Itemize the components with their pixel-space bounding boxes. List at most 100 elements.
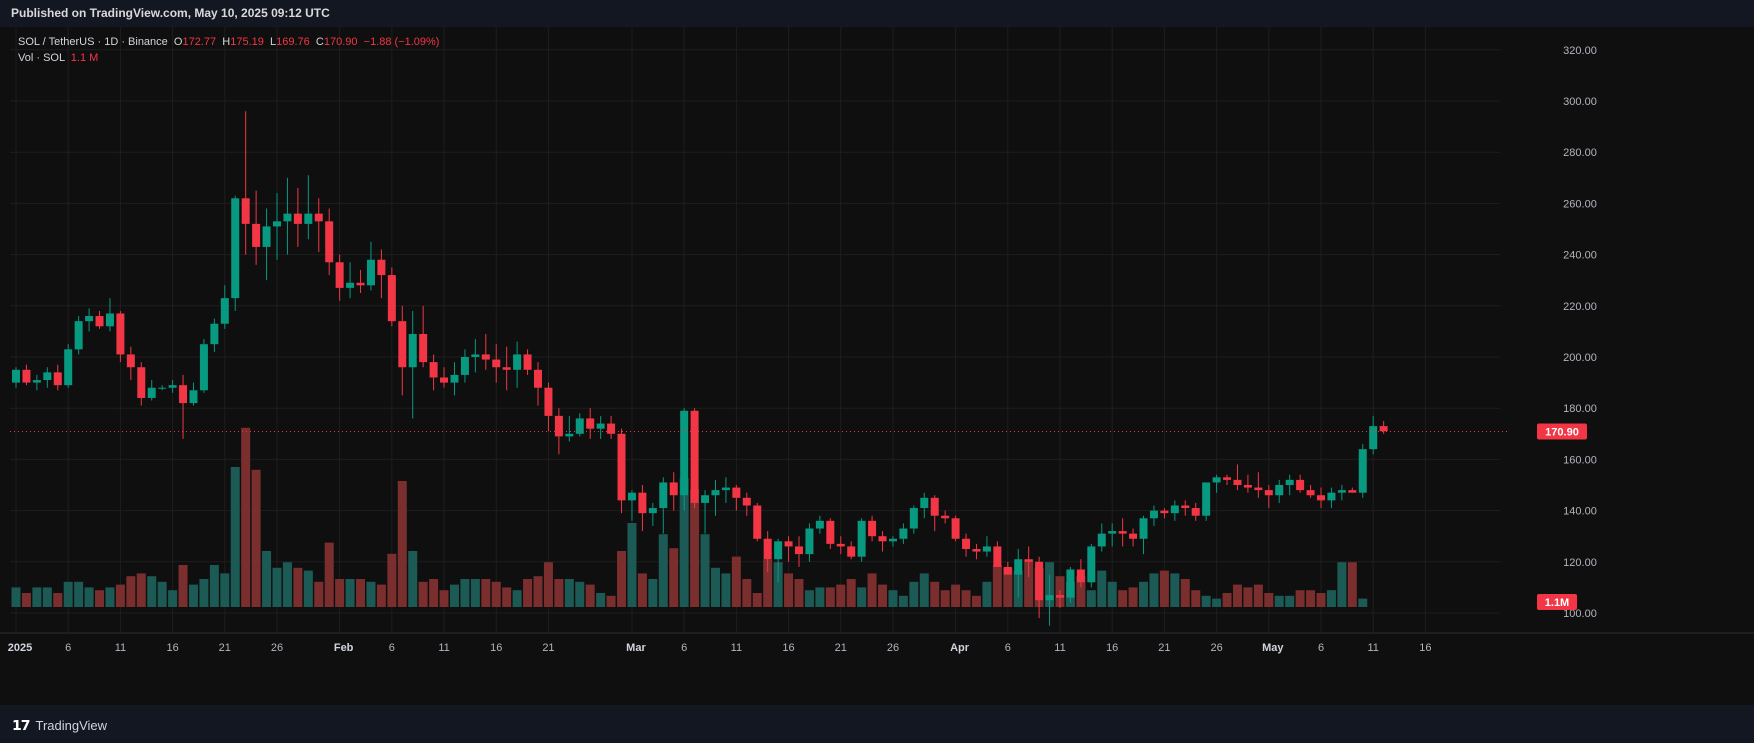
candle-body[interactable] xyxy=(481,354,490,360)
candle-body[interactable] xyxy=(241,198,250,224)
candle-body[interactable] xyxy=(43,372,52,381)
candle-body[interactable] xyxy=(325,221,334,263)
candle-body[interactable] xyxy=(742,497,751,506)
candle-body[interactable] xyxy=(356,282,365,286)
candle-body[interactable] xyxy=(12,369,20,383)
candle-body[interactable] xyxy=(701,495,710,503)
candle-body[interactable] xyxy=(962,538,971,549)
candle-body[interactable] xyxy=(293,213,302,224)
candle-body[interactable] xyxy=(1087,546,1096,583)
candle-body[interactable] xyxy=(732,487,741,498)
candle-body[interactable] xyxy=(857,520,866,557)
candle-body[interactable] xyxy=(1118,531,1127,534)
candle-body[interactable] xyxy=(53,372,62,386)
candle-body[interactable] xyxy=(1014,559,1023,575)
candle-body[interactable] xyxy=(460,357,469,375)
candle-body[interactable] xyxy=(1327,492,1336,501)
candle-body[interactable] xyxy=(586,418,595,429)
candle-body[interactable] xyxy=(607,423,616,434)
candle-body[interactable] xyxy=(408,333,417,368)
candle-body[interactable] xyxy=(868,520,877,537)
candle-body[interactable] xyxy=(763,538,772,560)
candle-body[interactable] xyxy=(1097,533,1106,547)
candle-body[interactable] xyxy=(273,221,281,227)
candle-body[interactable] xyxy=(377,259,386,276)
candle-body[interactable] xyxy=(690,410,699,503)
candle-body[interactable] xyxy=(1337,490,1346,493)
candle-body[interactable] xyxy=(252,223,261,247)
candle-body[interactable] xyxy=(262,226,271,247)
candle-body[interactable] xyxy=(440,377,449,383)
candle-body[interactable] xyxy=(888,538,897,542)
candle-body[interactable] xyxy=(450,374,459,383)
candle-body[interactable] xyxy=(784,541,793,547)
candle-body[interactable] xyxy=(346,282,355,288)
candle-body[interactable] xyxy=(1348,490,1357,493)
candle-body[interactable] xyxy=(544,387,553,416)
candle-body[interactable] xyxy=(627,492,636,501)
candle-body[interactable] xyxy=(596,423,605,429)
candle-body[interactable] xyxy=(1379,426,1388,432)
candle-body[interactable] xyxy=(158,387,167,389)
candle-body[interactable] xyxy=(1181,505,1190,509)
candle-body[interactable] xyxy=(534,369,542,388)
candle-body[interactable] xyxy=(951,518,960,539)
candle-body[interactable] xyxy=(116,313,125,355)
candle-body[interactable] xyxy=(753,505,762,539)
candle-body[interactable] xyxy=(126,354,135,368)
candle-body[interactable] xyxy=(1056,595,1064,598)
candle-body[interactable] xyxy=(189,390,198,404)
candle-body[interactable] xyxy=(1275,485,1284,496)
candle-body[interactable] xyxy=(366,259,375,286)
candle-body[interactable] xyxy=(1285,479,1294,485)
candle-body[interactable] xyxy=(304,213,313,224)
candle-body[interactable] xyxy=(199,344,208,391)
candle-body[interactable] xyxy=(1035,561,1044,601)
candle-body[interactable] xyxy=(669,482,678,496)
candle-body[interactable] xyxy=(721,487,730,491)
candle-body[interactable] xyxy=(492,359,501,368)
candle-body[interactable] xyxy=(554,415,563,437)
chart-area[interactable]: 320.00 300.00 280.00 260.00 240.00 220.00 200.… xyxy=(0,27,1754,705)
candle-body[interactable] xyxy=(179,385,188,404)
candle-body[interactable] xyxy=(659,482,668,509)
candle-body[interactable] xyxy=(85,316,94,322)
candle-body[interactable] xyxy=(220,298,229,324)
candle-body[interactable] xyxy=(1160,510,1169,514)
candle-body[interactable] xyxy=(575,418,584,434)
candle-body[interactable] xyxy=(64,349,73,386)
candle-body[interactable] xyxy=(1003,566,1012,575)
candle-body[interactable] xyxy=(899,528,908,539)
candle-body[interactable] xyxy=(1149,510,1158,519)
candle-body[interactable] xyxy=(638,492,647,514)
candle-body[interactable] xyxy=(1254,487,1263,491)
price-chart[interactable]: 320.00 300.00 280.00 260.00 240.00 220.00 200.… xyxy=(0,27,1754,705)
candle-body[interactable] xyxy=(1264,490,1273,496)
candle-body[interactable] xyxy=(32,380,41,383)
candle-body[interactable] xyxy=(878,536,887,542)
candle-body[interactable] xyxy=(74,321,83,350)
candle-body[interactable] xyxy=(105,313,114,327)
candle-body[interactable] xyxy=(429,362,438,378)
candle-body[interactable] xyxy=(335,262,344,288)
candle-body[interactable] xyxy=(147,387,156,398)
candle-body[interactable] xyxy=(1191,508,1200,516)
candle-body[interactable] xyxy=(1358,449,1367,493)
candle-body[interactable] xyxy=(1317,495,1325,501)
candle-body[interactable] xyxy=(617,433,626,501)
candle-body[interactable] xyxy=(168,385,177,388)
candle-body[interactable] xyxy=(1139,518,1148,539)
candle-body[interactable] xyxy=(283,213,292,222)
candle-body[interactable] xyxy=(795,546,803,555)
candle-body[interactable] xyxy=(95,316,104,327)
candle-body[interactable] xyxy=(826,520,835,544)
candle-body[interactable] xyxy=(982,546,991,552)
candle-body[interactable] xyxy=(22,369,31,383)
candle-body[interactable] xyxy=(231,198,240,299)
candle-body[interactable] xyxy=(1223,477,1232,480)
candle-body[interactable] xyxy=(387,275,396,322)
candle-body[interactable] xyxy=(836,543,845,547)
candle-body[interactable] xyxy=(1129,533,1138,539)
candle-body[interactable] xyxy=(972,549,981,552)
candle-body[interactable] xyxy=(1296,479,1305,491)
